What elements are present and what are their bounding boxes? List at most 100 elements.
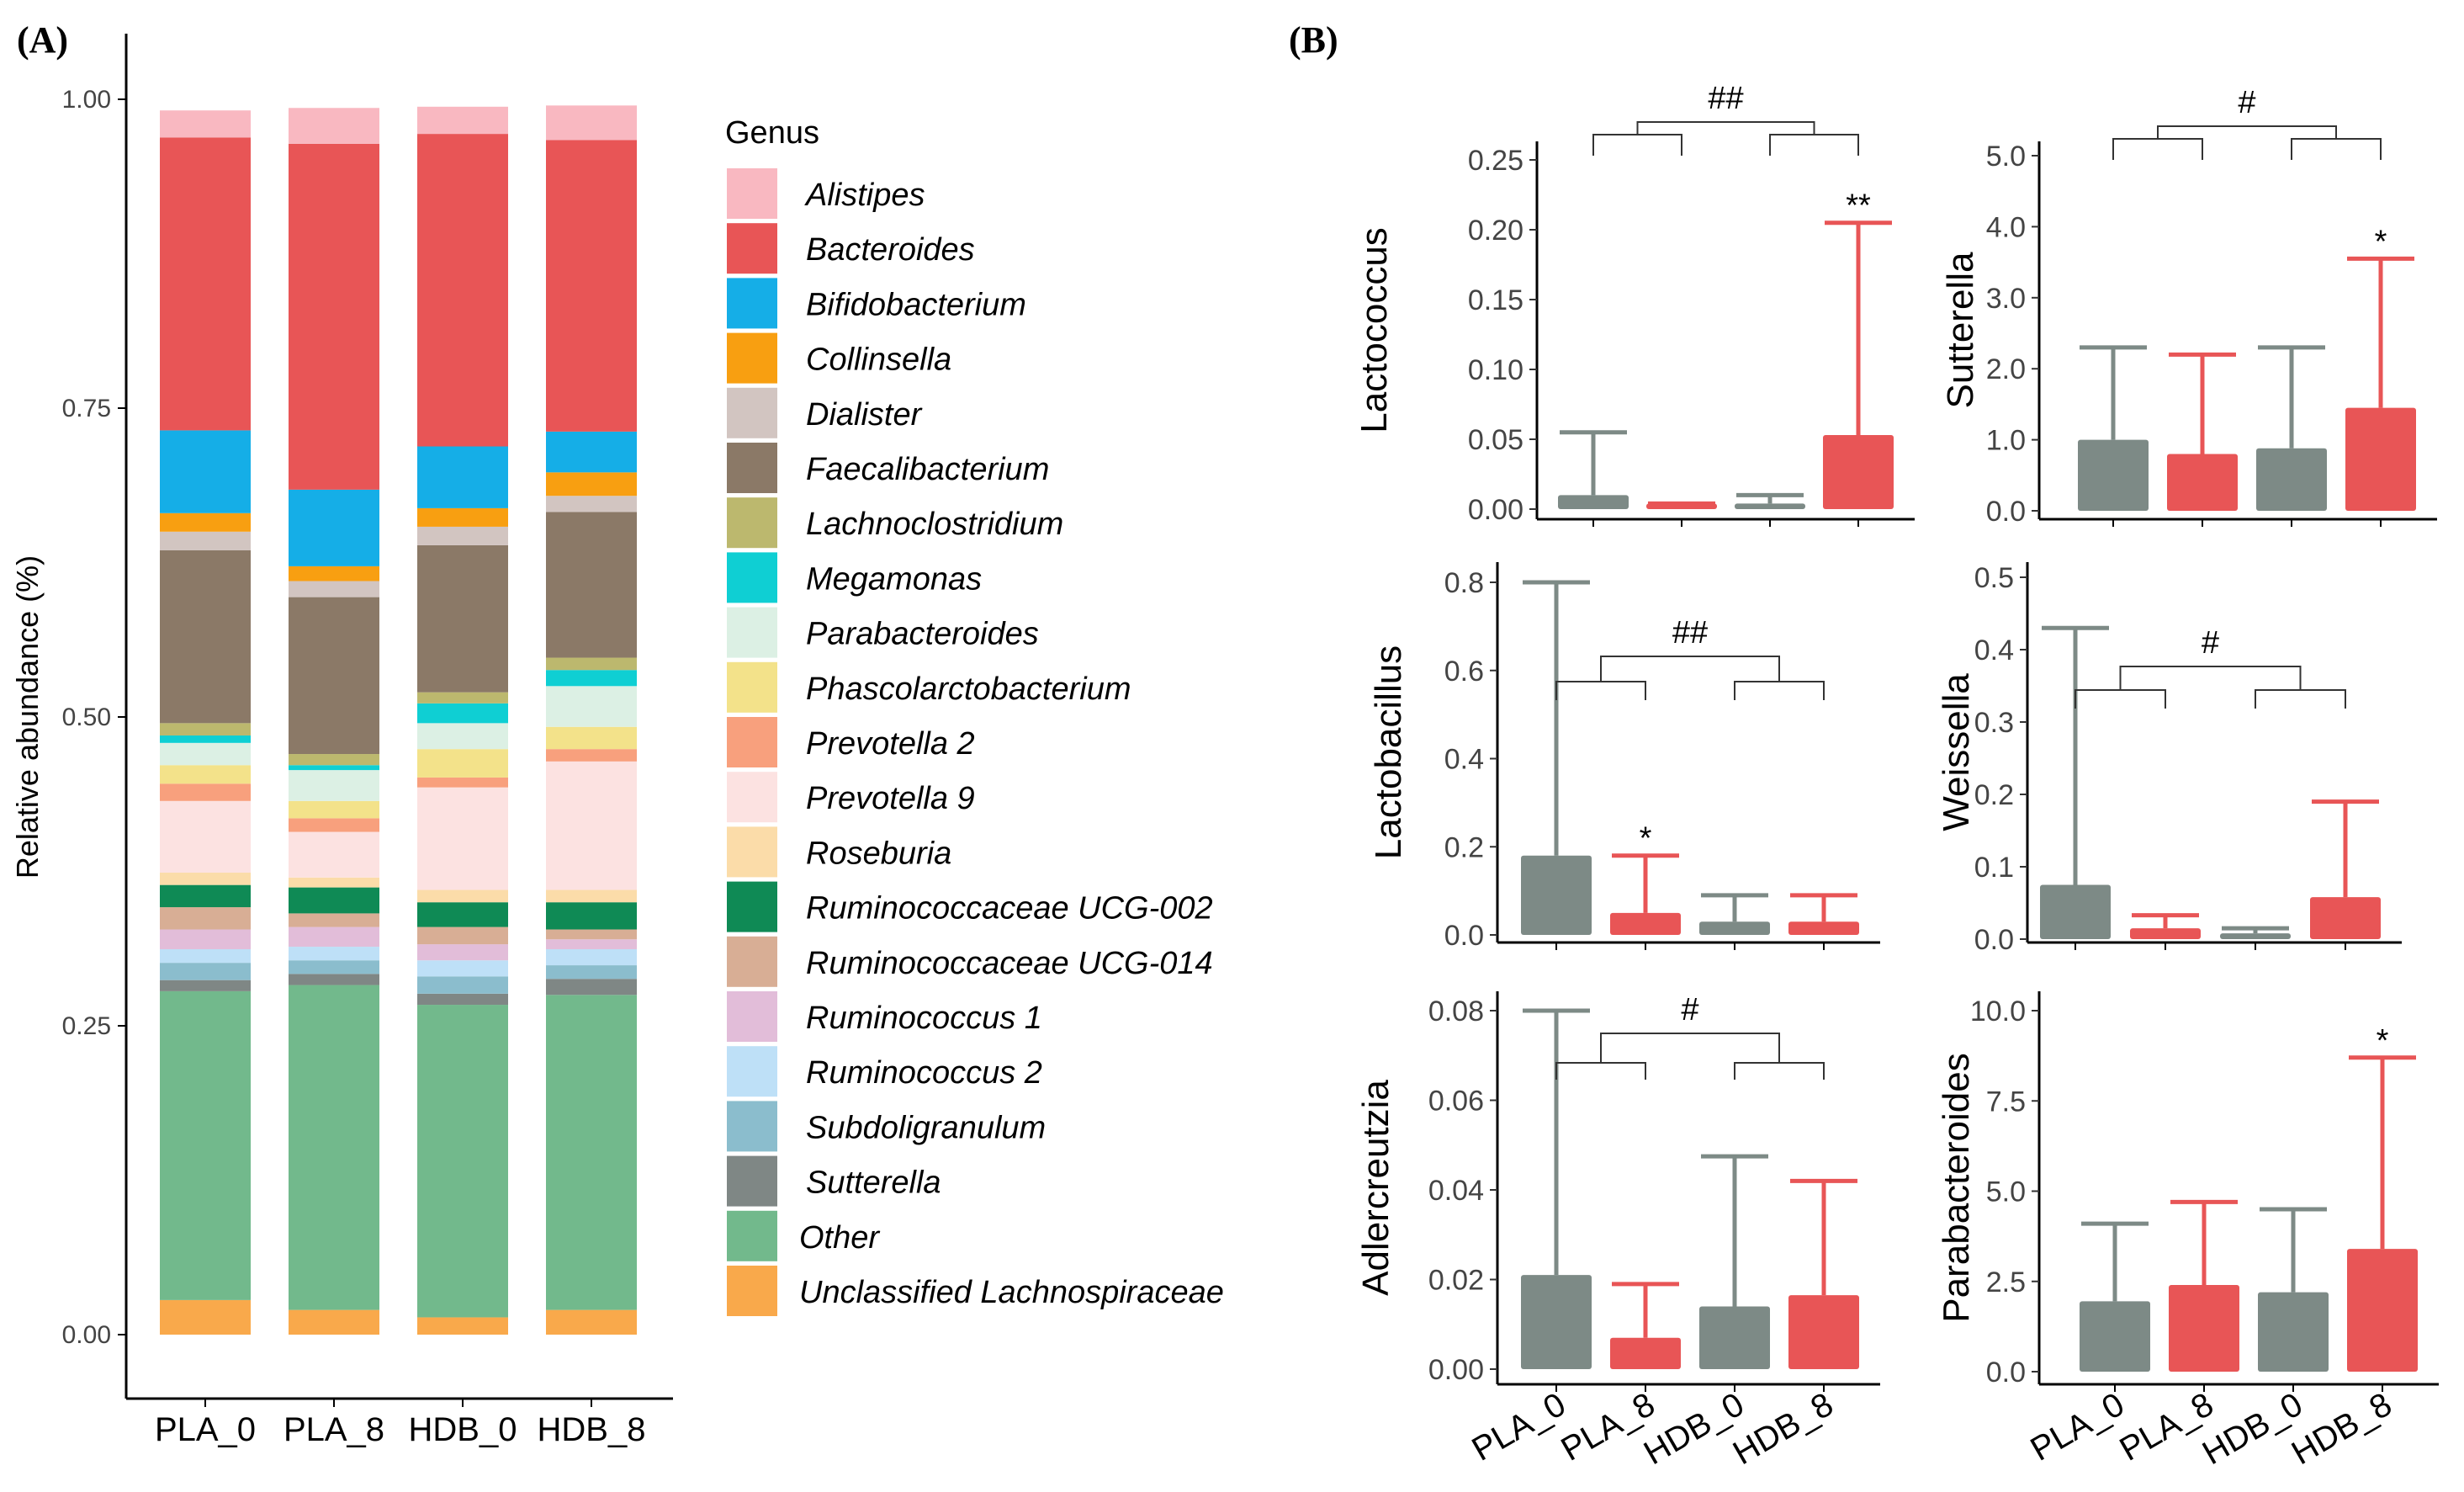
y-axis-title: Adlercreutzia: [1355, 1080, 1396, 1296]
x-tick-label: HDB_0: [1638, 1386, 1751, 1473]
bracket-group: [1600, 656, 1780, 682]
bar-segment-ruminococcus-2: [160, 948, 251, 964]
x-tick-label: HDB_8: [1727, 1386, 1840, 1473]
bar-segment-parabacteroides: [546, 686, 637, 727]
x-tick-label: PLA_8: [1555, 1386, 1661, 1468]
y-axis-title: Lactococcus: [1354, 227, 1395, 433]
bar-hdb-8: [2345, 407, 2416, 511]
bar-segment-roseburia: [289, 877, 379, 888]
bar-segment-megamonas: [160, 735, 251, 743]
bar-segment-bacteroides: [160, 137, 251, 431]
bar-segment-unclassified-lachnospiraceae: [417, 1317, 508, 1335]
panel-lactococcus: 0.00 0.05 0.10 0.15 0.20 0.25 Lactococcus ** ##: [1354, 81, 1915, 527]
bar-pla-8: [2130, 928, 2201, 939]
panel-lactobacillus: 0.0 0.2 0.4 0.6 0.8 Lactobacillus * ##: [1368, 562, 1880, 952]
y-axis-title: Sutterella: [1940, 252, 1981, 408]
bar-pla-0: [2078, 439, 2149, 511]
group-significance: #: [2238, 85, 2255, 120]
bracket-group: [2157, 125, 2337, 139]
bar-segment-ruminococcaceae-ucg-014: [160, 907, 251, 930]
bar-segment-alistipes: [417, 106, 508, 135]
y-tick-label: 0.2: [1444, 831, 1484, 863]
bracket-group: [1600, 1033, 1780, 1063]
legend-label: Sutterella: [806, 1165, 941, 1201]
y-tick-label: 0.00: [1468, 494, 1523, 526]
bar-segment-dialister: [289, 581, 379, 597]
bar-significance: **: [1846, 188, 1871, 224]
y-tick-label: 0.05: [1468, 424, 1523, 456]
bar-segment-alistipes: [160, 110, 251, 138]
bar-segment-bifidobacterium: [289, 489, 379, 566]
legend-label: Phascolarctobacterium: [806, 672, 1131, 707]
significance-bracket: #: [2075, 625, 2346, 709]
legend-label: Bacteroides: [806, 232, 975, 268]
bracket-right: [2255, 689, 2346, 709]
bar-segment-ruminococcus-2: [417, 960, 508, 977]
legend-swatch: [727, 223, 777, 274]
bar-pla-8: [2169, 1285, 2239, 1372]
y-tick-label: 1.0: [1986, 425, 2026, 457]
bar-segment-ruminococcaceae-ucg-014: [289, 913, 379, 927]
group-significance: #: [2202, 625, 2219, 661]
bar-segment-faecalibacterium: [289, 597, 379, 755]
y-tick-label: 0.0: [1986, 1357, 2026, 1388]
x-tick-label: HDB_0: [409, 1411, 517, 1448]
y-tick-label: 0.10: [1468, 354, 1523, 386]
bar-segment-lachnoclostridium: [289, 754, 379, 766]
y-tick-label: 0.0: [1974, 924, 2014, 956]
bar-segment-ruminococcaceae-ucg-002: [546, 902, 637, 930]
legend-label: Parabacteroides: [806, 617, 1039, 652]
bar-segment-phascolarctobacterium: [417, 749, 508, 778]
legend-swatch: [727, 497, 777, 549]
legend-label: Prevotella 9: [806, 781, 975, 816]
legend-swatch: [727, 607, 777, 658]
bar-segment-bifidobacterium: [417, 446, 508, 508]
bar-hdb-0: [2256, 448, 2327, 511]
legend-label: Faecalibacterium: [806, 452, 1049, 487]
significance-bracket: ##: [1555, 615, 1825, 700]
bar-significance: *: [2377, 1023, 2389, 1059]
bar-segment-ruminococcaceae-ucg-002: [289, 887, 379, 914]
group-significance: #: [1681, 992, 1698, 1027]
bar-segment-collinsella: [417, 507, 508, 527]
bar-hdb-8: [1788, 921, 1859, 935]
bar-segment-roseburia: [417, 889, 508, 903]
bracket-left: [1592, 134, 1682, 156]
y-tick-label: 10.0: [1970, 996, 2026, 1027]
bar-segment-prevotella-2: [417, 777, 508, 788]
bar-segment-prevotella-2: [160, 783, 251, 801]
legend-swatch: [727, 332, 777, 384]
bar-segment-megamonas: [289, 765, 379, 771]
bar-segment-subdoligranulum: [289, 960, 379, 974]
bar-segment-ruminococcus-2: [546, 948, 637, 966]
bracket-group: [1636, 121, 1815, 135]
bar-segment-prevotella-9: [546, 761, 637, 890]
bar-hdb-8: [1823, 435, 1894, 509]
bar-segment-other: [160, 990, 251, 1300]
legend-label: Unclassified Lachnospiraceae: [799, 1275, 1224, 1310]
bar-segment-dialister: [546, 496, 637, 512]
bar-hdb-0: [1735, 503, 1805, 509]
bar-segment-dialister: [160, 531, 251, 550]
y-tick-label: 0.04: [1428, 1175, 1484, 1207]
bar-segment-sutterella: [289, 974, 379, 985]
y-axis-title: Parabacteroides: [1936, 1053, 1977, 1322]
bar-segment-other: [417, 1005, 508, 1318]
y-tick-label: 0.0: [1986, 496, 2026, 528]
x-tick-label: HDB_8: [538, 1411, 646, 1448]
bar-segment-sutterella: [417, 993, 508, 1006]
bar-pla-8: [2167, 454, 2238, 511]
bar-segment-faecalibacterium: [417, 544, 508, 693]
legend-label: Subdoligranulum: [806, 1110, 1046, 1145]
y-tick-label: 0.4: [1974, 634, 2014, 666]
y-tick-label: 0.8: [1444, 567, 1484, 599]
legend-label: Bifidobacterium: [806, 287, 1026, 322]
bar-segment-ruminococcus-1: [289, 927, 379, 948]
significance-bracket: #: [1555, 992, 1825, 1080]
legend-swatch: [727, 278, 777, 329]
bar-segment-parabacteroides: [160, 742, 251, 766]
panel-adlercreutzia: 0.00 0.02 0.04 0.06 0.08 Adlercreutzia PLA_0PL…: [1355, 991, 1880, 1472]
legend-swatch: [727, 1046, 777, 1097]
y-tick-label: 5.0: [1986, 1176, 2026, 1208]
